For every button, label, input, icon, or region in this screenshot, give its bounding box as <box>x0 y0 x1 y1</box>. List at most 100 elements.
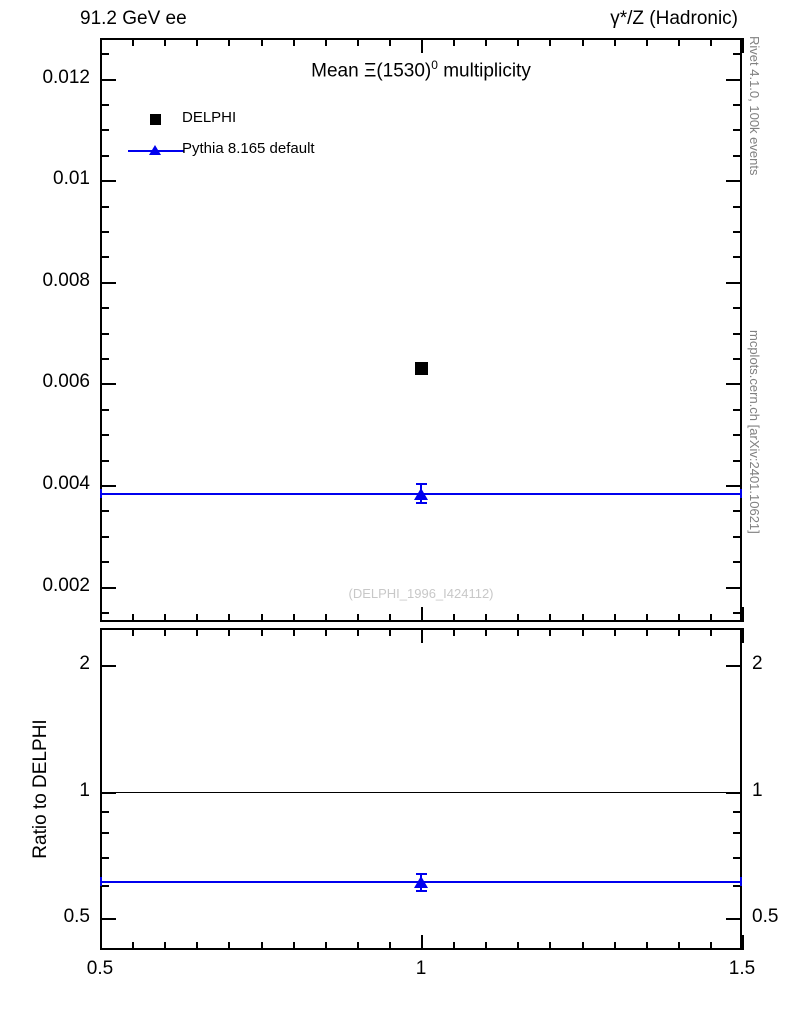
x-tick-ratio-top <box>292 628 295 636</box>
x-tick-main-top <box>132 38 135 46</box>
x-tick-ratio-bottom <box>100 935 102 950</box>
y-major-tick <box>100 281 116 284</box>
x-tick-ratio-top <box>356 628 359 636</box>
ratio-y-minor-tick <box>100 832 109 835</box>
x-tick-main-top <box>421 38 423 53</box>
y-minor-tick-right <box>733 332 742 335</box>
legend-label: Pythia 8.165 default <box>182 140 315 157</box>
x-tick-ratio-bottom <box>292 942 295 950</box>
y-minor-tick <box>100 357 109 360</box>
y-minor-tick-right <box>733 104 742 106</box>
x-tick-main-bottom <box>485 614 488 622</box>
y-minor-tick <box>100 611 109 614</box>
y-minor-tick <box>100 408 109 411</box>
x-tick-main-top <box>292 38 295 46</box>
header-right-label: γ*/Z (Hadronic) <box>610 8 738 29</box>
x-tick-main-bottom <box>196 614 199 622</box>
x-tick-ratio-top <box>196 628 199 636</box>
ratio-y-ticklabel: 2 <box>79 653 90 675</box>
ratio-bin-edge-right <box>740 877 742 887</box>
y-minor-tick-right <box>733 205 742 208</box>
ratio-error-cap-bottom <box>415 890 427 893</box>
y-minor-tick-right <box>733 611 742 614</box>
y-major-tick <box>100 586 116 589</box>
x-tick-main-top <box>645 38 648 46</box>
x-tick-ratio-bottom <box>709 942 712 950</box>
x-tick-main-top <box>677 38 680 46</box>
y-minor-tick-right <box>733 231 742 233</box>
x-tick-ratio-top <box>421 628 423 643</box>
x-tick-main-bottom <box>388 614 391 622</box>
y-minor-tick <box>100 561 109 564</box>
ratio-plot-frame <box>100 628 742 950</box>
y-minor-tick <box>100 535 109 538</box>
x-tick-main-bottom <box>645 614 648 622</box>
x-tick-ratio-top <box>453 628 456 636</box>
y-minor-tick-right <box>733 53 742 56</box>
y-minor-tick-right <box>733 561 742 564</box>
x-ticklabel: 1 <box>415 958 427 979</box>
x-tick-main-top <box>485 38 488 46</box>
y-minor-tick <box>100 231 109 233</box>
x-tick-main-top <box>517 38 520 46</box>
ratio-y-ticklabel: 0.5 <box>63 906 90 928</box>
ratio-marker-pythia <box>414 876 428 889</box>
x-tick-ratio-top <box>742 628 744 643</box>
y-minor-tick <box>100 434 109 437</box>
side-note-mcplots: mcplots.cern.ch [arXiv:2401.10621] <box>747 330 762 534</box>
y-ticklabel: 0.002 <box>42 574 90 596</box>
x-tick-main-top <box>196 38 199 46</box>
ratio-y-major-tick <box>100 918 116 921</box>
ratio-y-minor-tick-right <box>733 884 742 887</box>
y-minor-tick <box>100 510 109 513</box>
x-tick-ratio-bottom <box>485 942 488 950</box>
y-minor-tick <box>100 256 109 259</box>
x-tick-ratio-top <box>485 628 488 636</box>
x-tick-ratio-bottom <box>453 942 456 950</box>
y-minor-tick-right <box>733 129 742 132</box>
mc-bin-edge-right <box>740 488 742 498</box>
x-tick-ratio-top <box>709 628 712 636</box>
x-tick-ratio-bottom <box>742 935 744 950</box>
y-major-tick-right <box>726 281 742 284</box>
x-tick-ratio-top <box>164 628 167 636</box>
error-cap-bottom <box>415 502 427 505</box>
plot-title: Mean Ξ(1530)0 multiplicity <box>311 58 531 82</box>
plot-title-superscript: 0 <box>431 58 438 72</box>
y-major-tick <box>100 484 116 487</box>
x-tick-ratio-top <box>228 628 231 636</box>
x-tick-ratio-bottom <box>581 942 584 950</box>
ratio-y-ticklabel: 1 <box>79 779 90 801</box>
x-tick-main-top <box>549 38 552 46</box>
x-tick-main-bottom <box>228 614 231 622</box>
ratio-y-major-tick-right <box>726 665 742 668</box>
y-major-tick-right <box>726 383 742 386</box>
x-tick-main-top <box>100 38 102 53</box>
x-tick-main-bottom <box>549 614 552 622</box>
legend-marker-triangle <box>149 145 161 155</box>
y-major-tick <box>100 383 116 386</box>
x-tick-main-top <box>453 38 456 46</box>
ratio-y-major-tick <box>100 665 116 668</box>
x-tick-ratio-bottom <box>549 942 552 950</box>
y-major-tick <box>100 180 116 183</box>
x-tick-main-bottom <box>356 614 359 622</box>
y-minor-tick-right <box>733 307 742 310</box>
x-tick-ratio-bottom <box>421 935 423 950</box>
analysis-watermark: (DELPHI_1996_I424112) <box>348 586 494 601</box>
x-tick-main-bottom <box>677 614 680 622</box>
x-tick-main-top <box>709 38 712 46</box>
ratio-y-minor-tick <box>100 884 109 887</box>
y-minor-tick <box>100 53 109 56</box>
x-tick-ratio-bottom <box>260 942 263 950</box>
x-ticklabel: 1.5 <box>728 958 756 979</box>
x-tick-ratio-bottom <box>164 942 167 950</box>
ratio-y-minor-tick <box>100 856 109 859</box>
x-tick-main-bottom <box>132 614 135 622</box>
x-tick-main-bottom <box>100 607 102 622</box>
x-tick-ratio-top <box>581 628 584 636</box>
x-tick-main-top <box>164 38 167 46</box>
x-ticklabel: 0.5 <box>86 958 114 979</box>
x-tick-ratio-bottom <box>132 942 135 950</box>
